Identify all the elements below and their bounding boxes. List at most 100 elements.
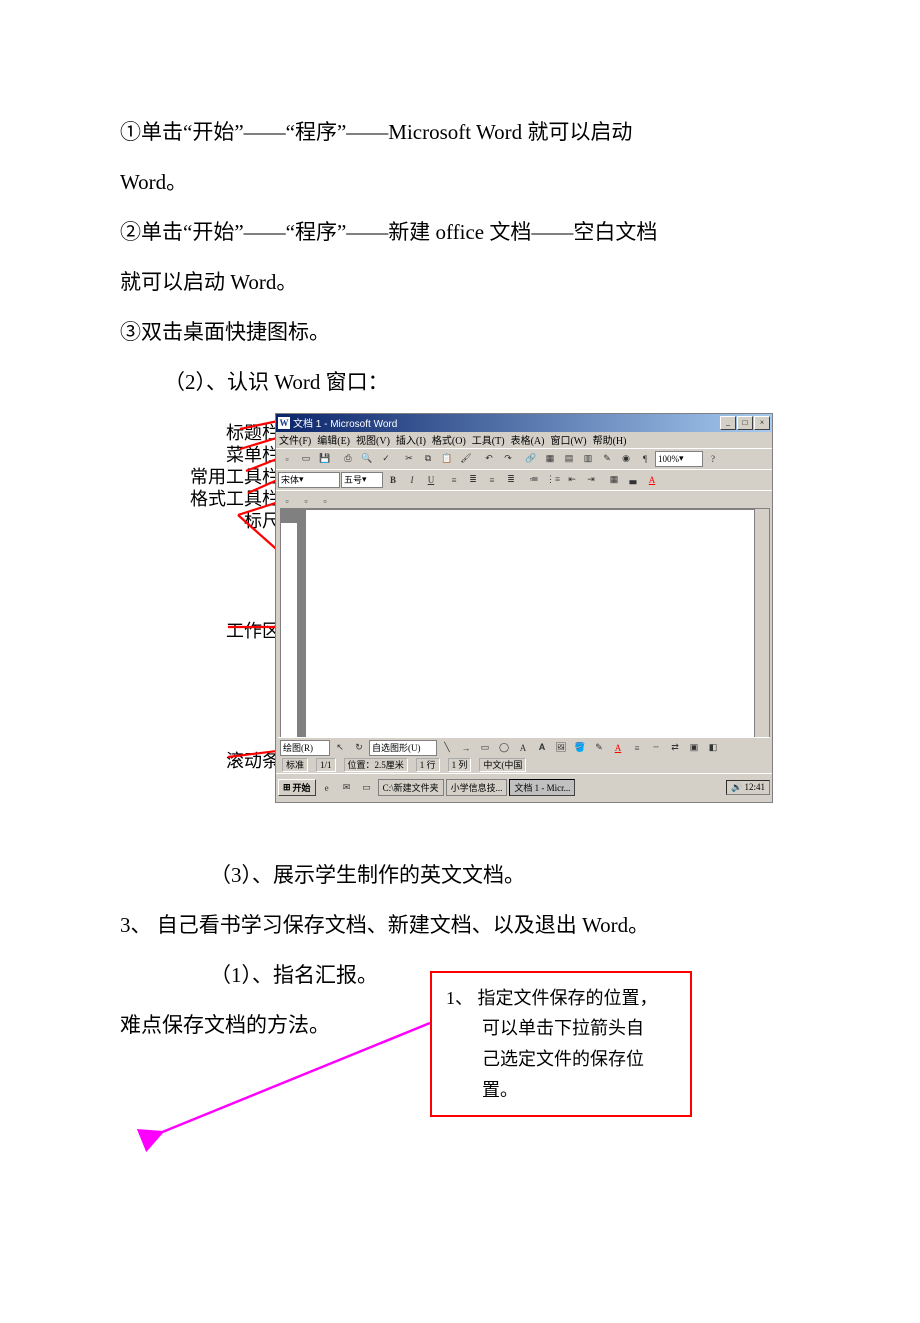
clipart-icon[interactable]: 🖼 bbox=[552, 739, 570, 757]
standard-toolbar: ▫ ▭ 💾 ⎙ 🔍 ✓ ✂ ⧉ 📋 🖌 ↶ ↷ 🔗 ▦ ▤ ▥ bbox=[276, 448, 772, 469]
align-right-icon[interactable]: ≡ bbox=[483, 471, 501, 489]
map-icon[interactable]: ◉ bbox=[617, 450, 635, 468]
new-icon[interactable]: ▫ bbox=[278, 450, 296, 468]
minimize-button[interactable]: _ bbox=[720, 416, 736, 430]
quicklaunch-icon[interactable]: ▭ bbox=[358, 779, 376, 797]
undo-icon[interactable]: ↶ bbox=[480, 450, 498, 468]
close-button[interactable]: × bbox=[754, 416, 770, 430]
wordart-icon[interactable]: 𝐀 bbox=[533, 739, 551, 757]
font-color-icon[interactable]: A bbox=[643, 471, 661, 489]
spell-icon[interactable]: ✓ bbox=[377, 450, 395, 468]
excel-icon[interactable]: ▤ bbox=[560, 450, 578, 468]
border-icon[interactable]: ▦ bbox=[605, 471, 623, 489]
window-buttons: _ □ × bbox=[720, 416, 770, 430]
arrow-icon[interactable]: → bbox=[457, 739, 475, 757]
rotate-icon[interactable]: ↻ bbox=[350, 739, 368, 757]
bullets-icon[interactable]: ⋮≡ bbox=[544, 471, 562, 489]
menu-view[interactable]: 视图(V) bbox=[356, 432, 390, 447]
para-1b: Word。 bbox=[120, 160, 805, 204]
label-workarea: 工作区 bbox=[160, 617, 280, 643]
font-combo[interactable]: 宋体 ▾ bbox=[278, 472, 340, 488]
taskbar: ⊞ 开始 e ✉ ▭ C:\新建文件夹 小学信息技... 文档 1 - Micr… bbox=[276, 773, 772, 802]
italic-icon[interactable]: I bbox=[403, 471, 421, 489]
menu-format[interactable]: 格式(O) bbox=[432, 432, 466, 447]
menu-tools[interactable]: 工具(T) bbox=[472, 432, 505, 447]
separator bbox=[518, 451, 521, 467]
table-icon[interactable]: ▦ bbox=[541, 450, 559, 468]
copy-icon[interactable]: ⧉ bbox=[419, 450, 437, 468]
outdent-icon[interactable]: ⇤ bbox=[563, 471, 581, 489]
para-6: 3、 自己看书学习保存文档、新建文档、以及退出 Word。 bbox=[120, 903, 805, 947]
align-left-icon[interactable]: ≡ bbox=[445, 471, 463, 489]
task-item-active[interactable]: 文档 1 - Micr... bbox=[509, 779, 575, 796]
align-center-icon[interactable]: ≣ bbox=[464, 471, 482, 489]
arrow-style-icon[interactable]: ⇄ bbox=[666, 739, 684, 757]
word-window-figure: 标题栏 菜单栏 常用工具栏 格式工具栏 标尺 工作区 滚动条 W 文档 1 - bbox=[120, 413, 780, 813]
separator bbox=[521, 472, 524, 488]
fontsize-combo[interactable]: 五号 ▾ bbox=[341, 472, 383, 488]
drawing-icon[interactable]: ✎ bbox=[598, 450, 616, 468]
line-icon[interactable]: ╲ bbox=[438, 739, 456, 757]
maximize-button[interactable]: □ bbox=[737, 416, 753, 430]
numbering-icon[interactable]: ≔ bbox=[525, 471, 543, 489]
status-page: 1/1 bbox=[316, 758, 336, 772]
line-color-icon[interactable]: ✎ bbox=[590, 739, 608, 757]
menu-bar: 文件(F) 编辑(E) 视图(V) 插入(I) 格式(O) 工具(T) 表格(A… bbox=[276, 432, 772, 448]
font-color-icon[interactable]: A bbox=[609, 739, 627, 757]
fill-color-icon[interactable]: 🪣 bbox=[571, 739, 589, 757]
threed-icon[interactable]: ◧ bbox=[704, 739, 722, 757]
menu-help[interactable]: 帮助(H) bbox=[593, 432, 627, 447]
oval-icon[interactable]: ◯ bbox=[495, 739, 513, 757]
tray-icon[interactable]: 🔊 bbox=[731, 782, 742, 792]
word-window: W 文档 1 - Microsoft Word _ □ × 文件(F) 编辑(E… bbox=[275, 413, 773, 803]
paper[interactable] bbox=[306, 510, 754, 740]
quicklaunch-icon[interactable]: e bbox=[318, 779, 336, 797]
menu-window[interactable]: 窗口(W) bbox=[550, 432, 586, 447]
format-painter-icon[interactable]: 🖌 bbox=[457, 450, 475, 468]
task-item[interactable]: C:\新建文件夹 bbox=[378, 779, 444, 796]
justify-icon[interactable]: ≣ bbox=[502, 471, 520, 489]
indent-icon[interactable]: ⇥ bbox=[582, 471, 600, 489]
menu-table[interactable]: 表格(A) bbox=[511, 432, 545, 447]
save-icon[interactable]: 💾 bbox=[316, 450, 334, 468]
highlight-icon[interactable]: ▃ bbox=[624, 471, 642, 489]
hyperlink-icon[interactable]: 🔗 bbox=[522, 450, 540, 468]
autoshapes-menu[interactable]: 自选图形(U) bbox=[369, 740, 437, 756]
menu-file[interactable]: 文件(F) bbox=[279, 432, 311, 447]
open-icon[interactable]: ▭ bbox=[297, 450, 315, 468]
preview-icon[interactable]: 🔍 bbox=[358, 450, 376, 468]
menu-insert[interactable]: 插入(I) bbox=[396, 432, 426, 447]
help-icon[interactable]: ? bbox=[704, 450, 722, 468]
redo-icon[interactable]: ↷ bbox=[499, 450, 517, 468]
menu-edit[interactable]: 编辑(E) bbox=[317, 432, 350, 447]
dash-style-icon[interactable]: ┄ bbox=[647, 739, 665, 757]
zoom-combo[interactable]: 100% ▾ bbox=[655, 451, 703, 467]
underline-icon[interactable]: U bbox=[422, 471, 440, 489]
cut-icon[interactable]: ✂ bbox=[400, 450, 418, 468]
separator bbox=[441, 472, 444, 488]
vertical-scrollbar[interactable] bbox=[754, 508, 770, 740]
separator bbox=[601, 472, 604, 488]
status-bar: 标准 1/1 位置：2.5厘米 1 行 1 列 中文(中国 bbox=[278, 758, 770, 772]
paste-icon[interactable]: 📋 bbox=[438, 450, 456, 468]
line-style-icon[interactable]: ≡ bbox=[628, 739, 646, 757]
bold-icon[interactable]: B bbox=[384, 471, 402, 489]
rectangle-icon[interactable]: ▭ bbox=[476, 739, 494, 757]
system-tray: 🔊 12:41 bbox=[726, 780, 770, 795]
textbox-icon[interactable]: A bbox=[514, 739, 532, 757]
quicklaunch-icon[interactable]: ✉ bbox=[338, 779, 356, 797]
task-item[interactable]: 小学信息技... bbox=[446, 779, 508, 796]
callout-line1: 1、 指定文件保存的位置， bbox=[446, 983, 676, 1014]
callout-box: 1、 指定文件保存的位置， 可以单击下拉箭头自 己选定文件的保存位 置。 bbox=[430, 971, 692, 1117]
status-std: 标准 bbox=[282, 758, 308, 772]
columns-icon[interactable]: ▥ bbox=[579, 450, 597, 468]
para-mark-icon[interactable]: ¶ bbox=[636, 450, 654, 468]
window-title: 文档 1 - Microsoft Word bbox=[293, 415, 397, 430]
start-button[interactable]: ⊞ 开始 bbox=[278, 779, 316, 796]
status-line: 1 行 bbox=[416, 758, 440, 772]
separator bbox=[335, 451, 338, 467]
shadow-icon[interactable]: ▣ bbox=[685, 739, 703, 757]
draw-menu[interactable]: 绘图(R) bbox=[280, 740, 330, 756]
select-objects-icon[interactable]: ↖ bbox=[331, 739, 349, 757]
print-icon[interactable]: ⎙ bbox=[339, 450, 357, 468]
